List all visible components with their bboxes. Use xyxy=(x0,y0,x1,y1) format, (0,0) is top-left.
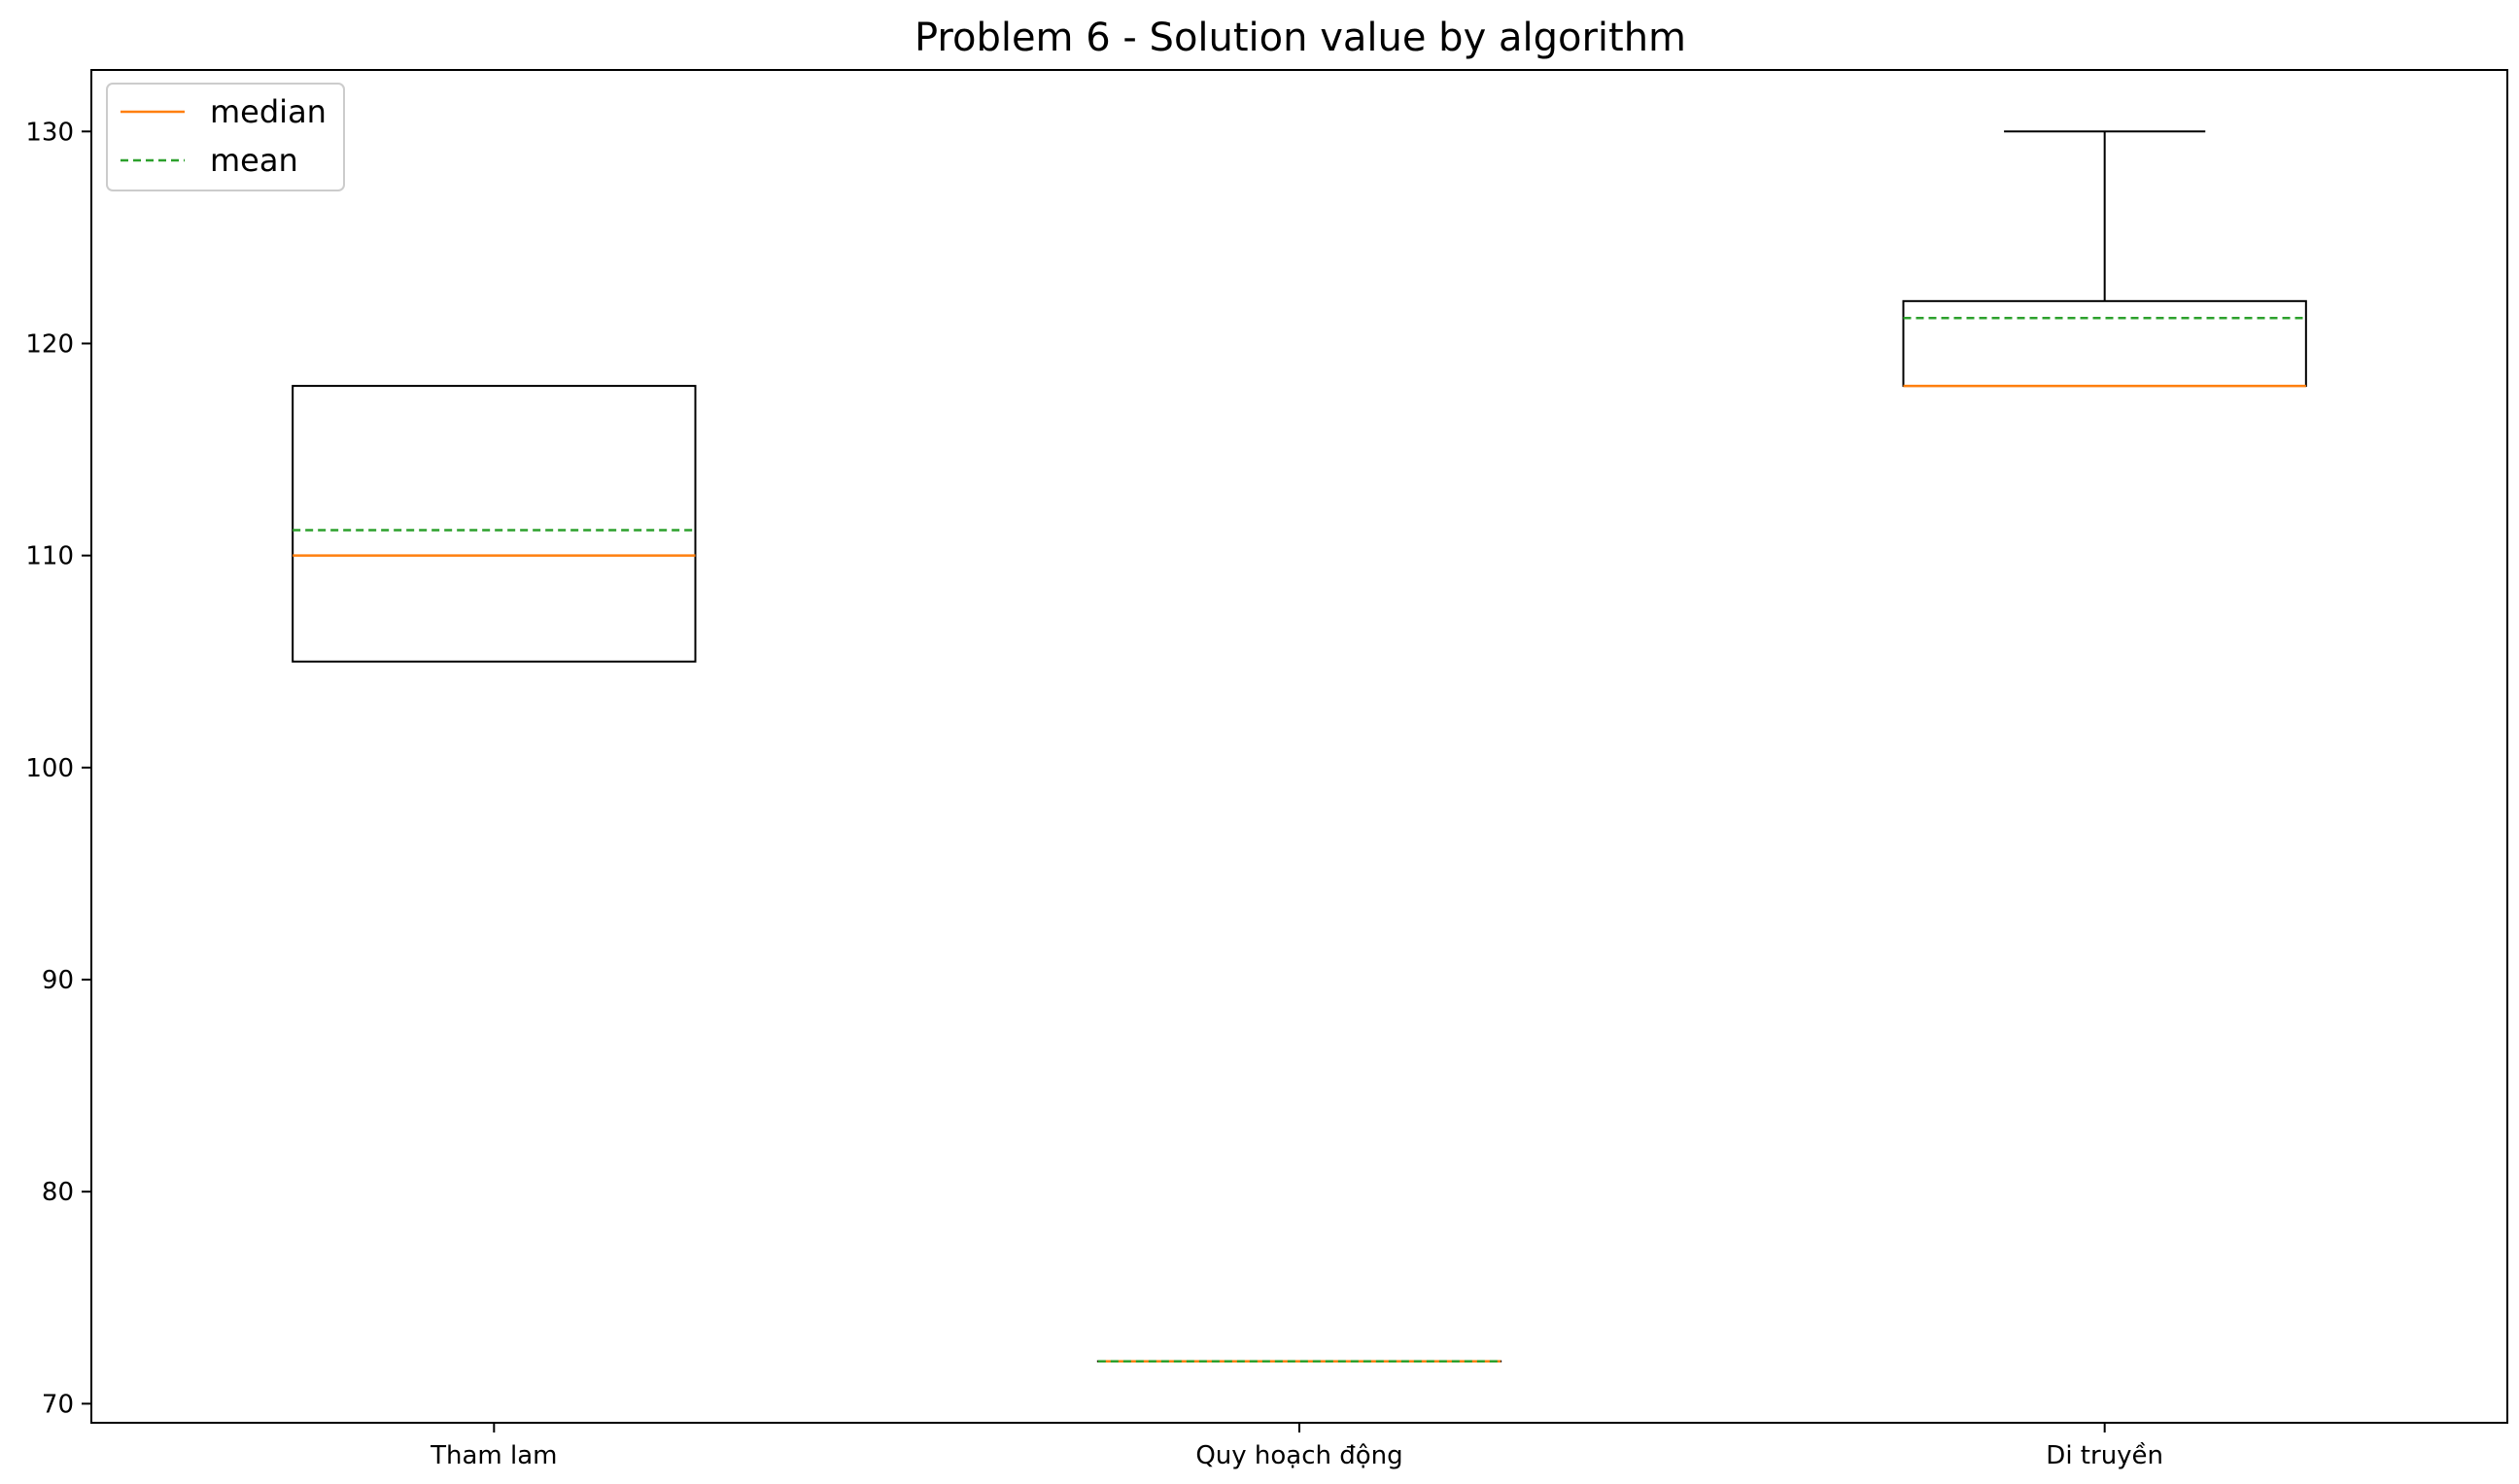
box-iqr xyxy=(1902,299,2307,388)
box-iqr xyxy=(292,385,697,663)
y-tick-label: 110 xyxy=(25,542,74,571)
chart-marks: 70 80 90 100 110 120 130 Tham lam Quy hoạch động… xyxy=(25,118,2307,1470)
x-tick-label: Di truyền xyxy=(2046,1441,2163,1470)
y-tick-label: 130 xyxy=(25,118,74,147)
legend-label-median: median xyxy=(210,93,327,130)
legend-label-mean: mean xyxy=(210,142,298,179)
y-tick-label: 100 xyxy=(25,754,74,783)
x-tick-label: Tham lam xyxy=(430,1441,557,1470)
legend-frame xyxy=(106,83,345,191)
plot-area xyxy=(90,69,2508,1424)
legend: median mean xyxy=(106,83,345,191)
y-tick-label: 70 xyxy=(42,1390,74,1419)
chart-title: Problem 6 - Solution value by algorithm xyxy=(914,16,1686,60)
y-tick-label: 80 xyxy=(42,1178,74,1207)
x-tick-label: Quy hoạch động xyxy=(1195,1441,1402,1470)
y-tick-label: 90 xyxy=(42,966,74,995)
y-tick-label: 120 xyxy=(25,329,74,359)
